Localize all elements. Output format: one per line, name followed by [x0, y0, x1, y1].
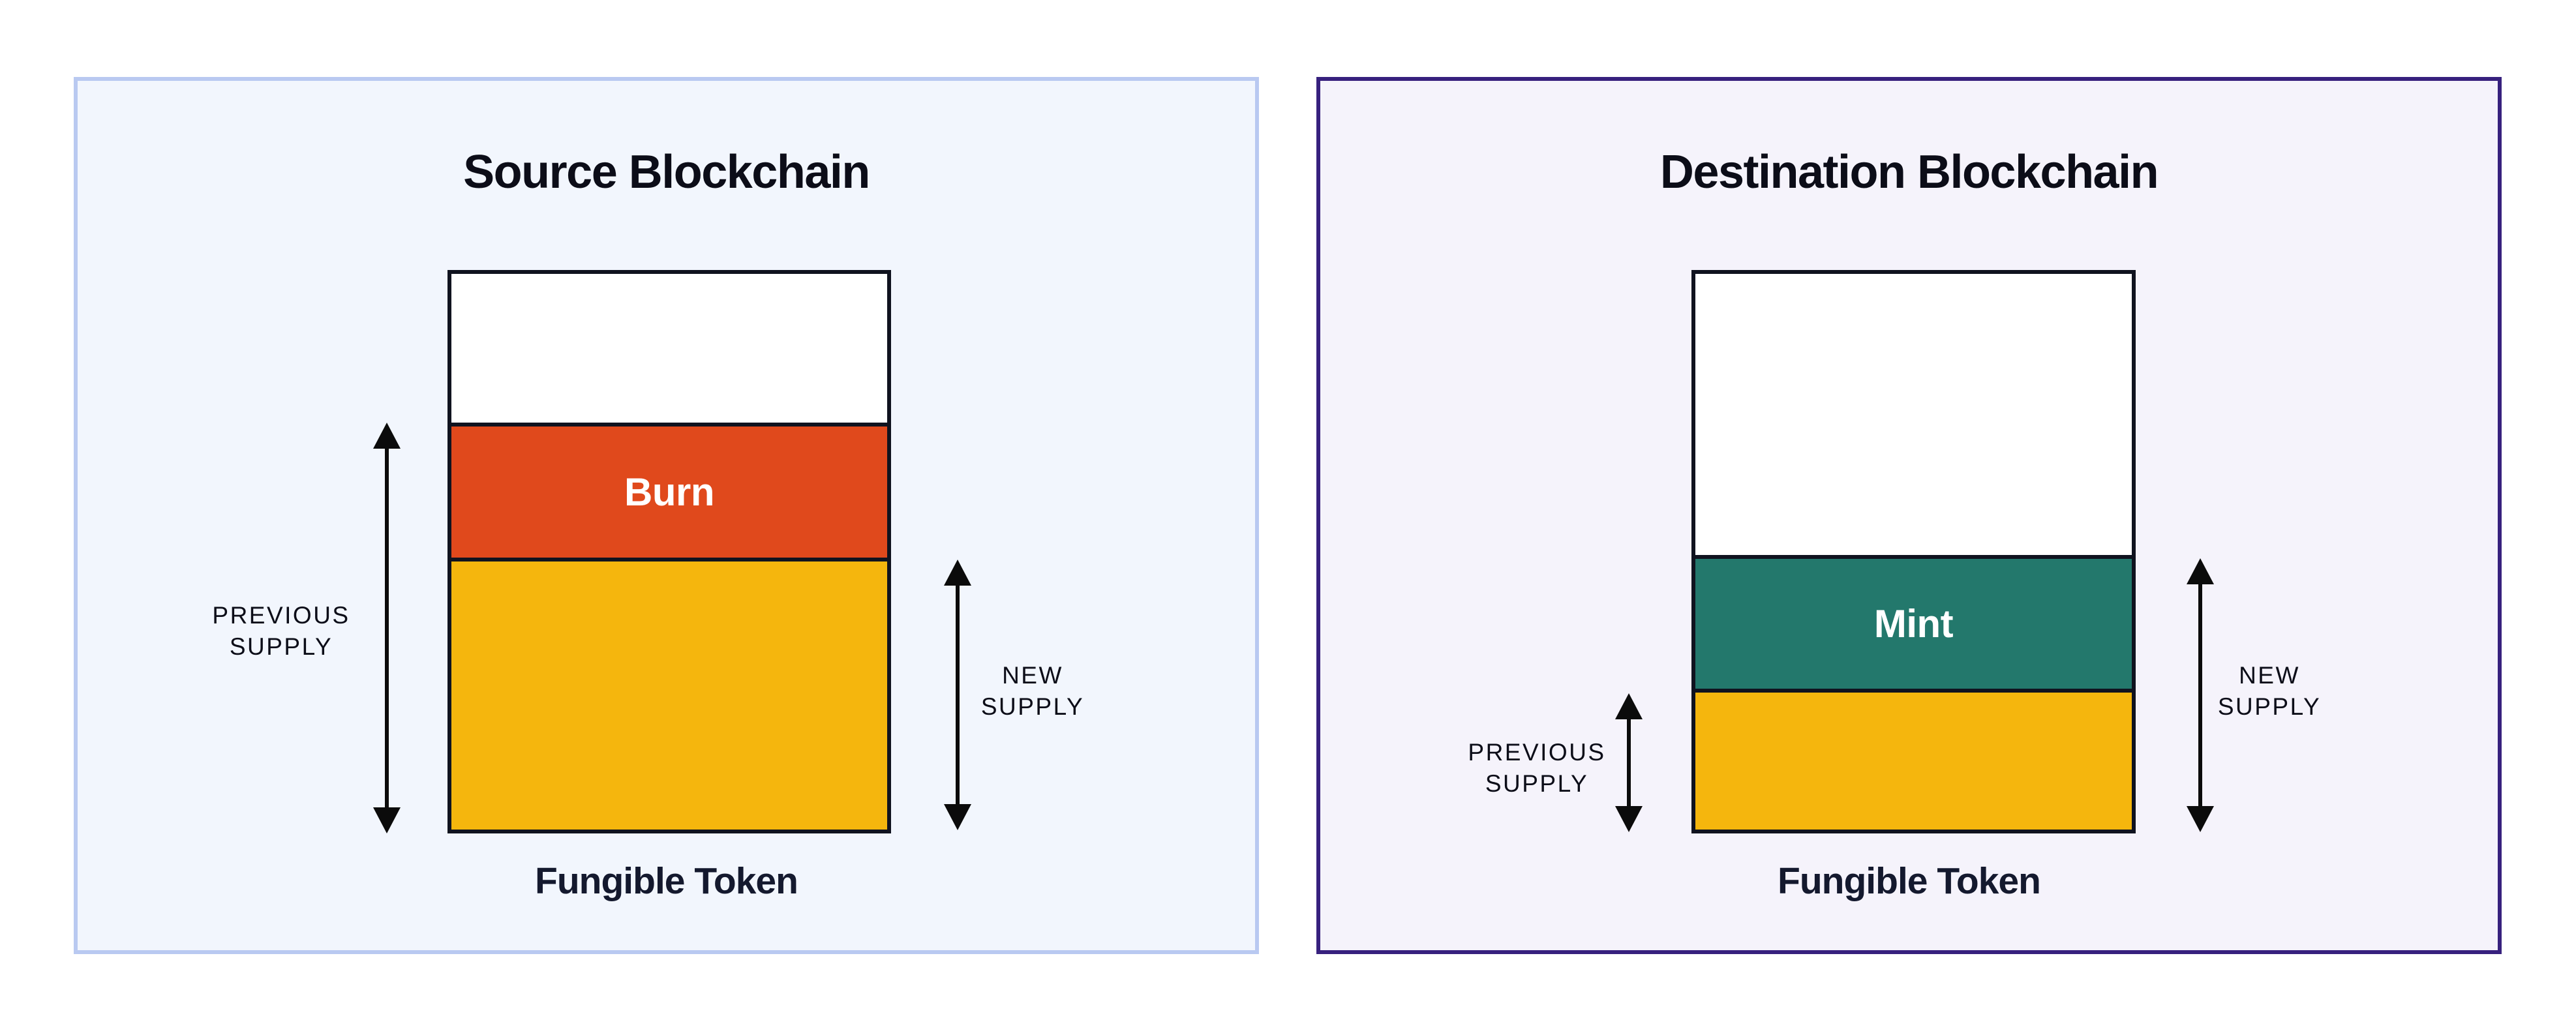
destination-previous-supply-label: PREVIOUS SUPPLY — [1468, 739, 1606, 797]
source-new-supply-label: NEW SUPPLY — [980, 662, 1085, 720]
destination-previous-supply-arrow-icon — [1615, 693, 1643, 832]
source-burn-segment: Burn — [451, 422, 887, 558]
source-new-supply-arrow-icon — [944, 560, 971, 830]
destination-new-supply-label: NEW SUPPLY — [2217, 662, 2322, 720]
destination-headroom-segment — [1695, 274, 2132, 555]
source-blockchain-panel: Source Blockchain PREVIOUS SUPPLY Burn — [74, 77, 1259, 954]
destination-panel-title: Destination Blockchain — [1659, 146, 2159, 198]
destination-new-supply-arrow-icon — [2187, 558, 2214, 832]
source-token-bar: Burn — [447, 270, 891, 833]
burn-label: Burn — [624, 470, 714, 514]
destination-blockchain-panel: Destination Blockchain PREVIOUS SUPPLY M… — [1316, 77, 2502, 954]
source-token-caption: Fungible Token — [535, 860, 798, 902]
source-headroom-segment — [451, 274, 887, 423]
destination-previous-supply-segment — [1695, 689, 2132, 830]
destination-token-bar: Mint — [1691, 270, 2136, 833]
mint-label: Mint — [1873, 601, 1954, 646]
destination-token-caption: Fungible Token — [1778, 860, 2041, 902]
destination-mint-segment: Mint — [1695, 554, 2132, 689]
source-panel-title: Source Blockchain — [463, 146, 870, 198]
source-previous-supply-label: PREVIOUS SUPPLY — [212, 602, 350, 660]
source-remaining-supply-segment — [451, 558, 887, 830]
source-previous-supply-arrow-icon — [373, 423, 401, 833]
